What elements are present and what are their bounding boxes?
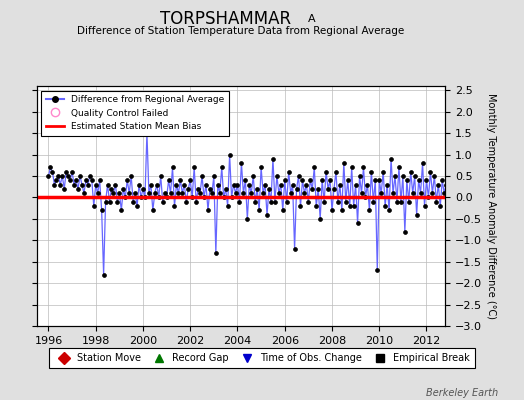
Text: Difference of Station Temperature Data from Regional Average: Difference of Station Temperature Data f… (78, 26, 405, 36)
Legend: Station Move, Record Gap, Time of Obs. Change, Empirical Break: Station Move, Record Gap, Time of Obs. C… (49, 348, 475, 368)
Text: A: A (308, 14, 315, 24)
Text: Berkeley Earth: Berkeley Earth (425, 388, 498, 398)
Legend: Difference from Regional Average, Quality Control Failed, Estimated Station Mean: Difference from Regional Average, Qualit… (41, 90, 229, 136)
Text: TORPSHAMMAR: TORPSHAMMAR (160, 10, 291, 28)
Y-axis label: Monthly Temperature Anomaly Difference (°C): Monthly Temperature Anomaly Difference (… (486, 93, 496, 319)
